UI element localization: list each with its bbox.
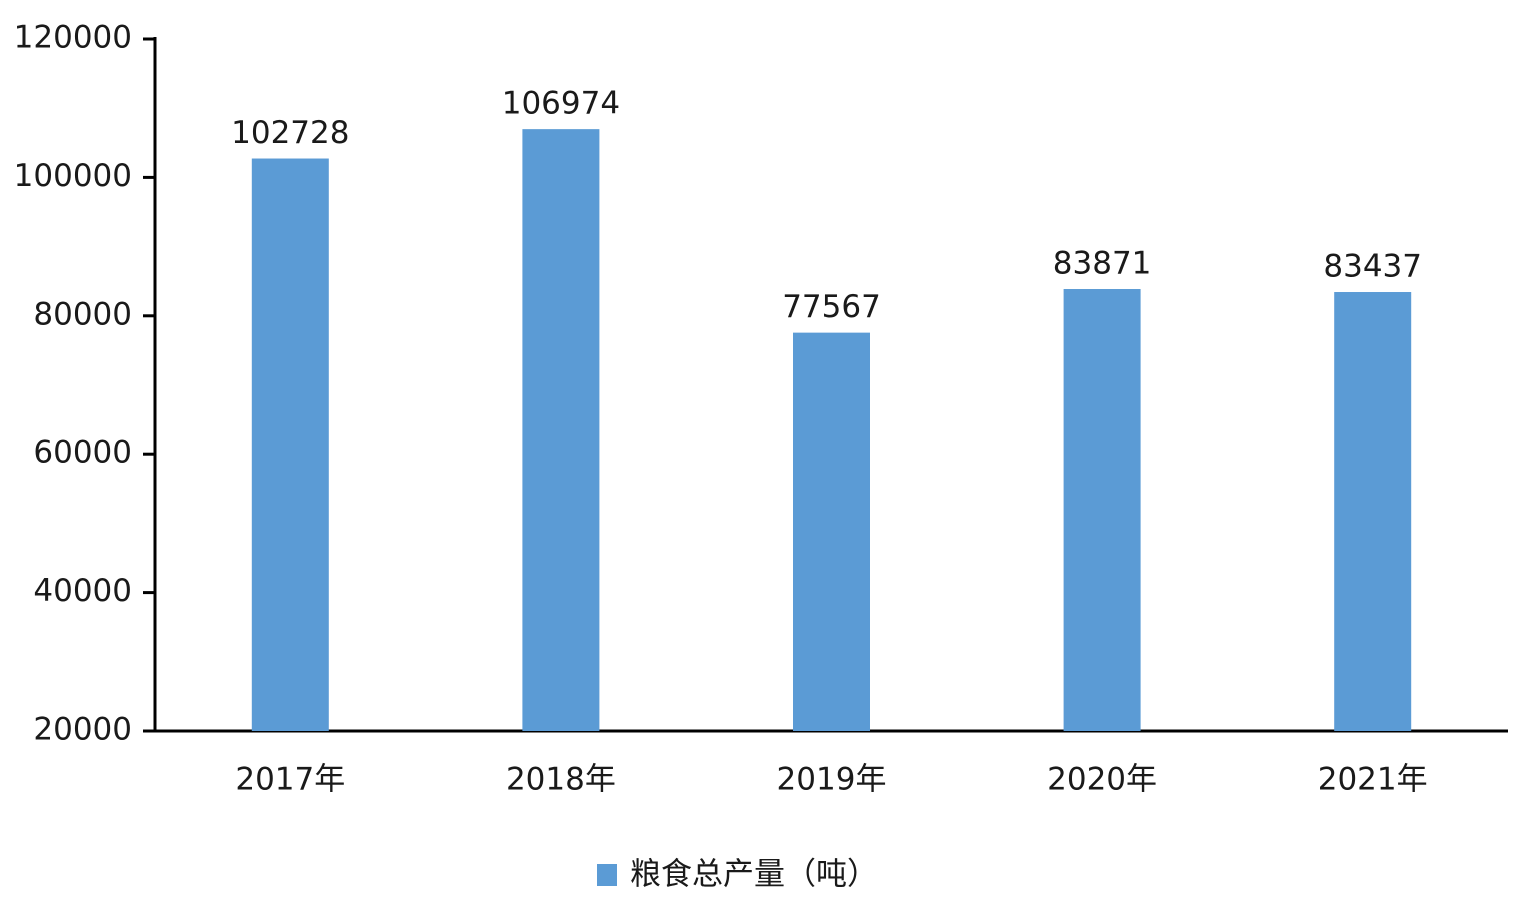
y-tick-label: 60000 — [33, 435, 132, 471]
legend-label: 粮食总产量（吨） — [630, 857, 878, 893]
y-tick-label: 100000 — [14, 158, 132, 194]
data-label: 77567 — [782, 289, 881, 325]
data-label: 83871 — [1053, 246, 1152, 282]
x-tick-label: 2019年 — [777, 762, 887, 798]
x-tick-label: 2017年 — [235, 762, 345, 798]
bar — [522, 129, 600, 732]
x-tick-label: 2018年 — [506, 762, 616, 798]
y-tick-label: 80000 — [33, 296, 132, 332]
x-tick-label: 2021年 — [1318, 762, 1428, 798]
data-label: 102728 — [231, 115, 349, 151]
data-label: 106974 — [502, 86, 620, 122]
bar — [1334, 292, 1412, 731]
y-tick-label: 40000 — [33, 573, 132, 609]
legend-swatch — [597, 864, 617, 886]
bar — [1063, 289, 1141, 731]
x-tick-label: 2020年 — [1047, 762, 1157, 798]
y-tick-label: 20000 — [33, 712, 132, 748]
data-label: 83437 — [1323, 249, 1422, 285]
bar — [251, 158, 329, 732]
bar — [793, 332, 870, 731]
y-tick-label: 120000 — [14, 20, 132, 56]
